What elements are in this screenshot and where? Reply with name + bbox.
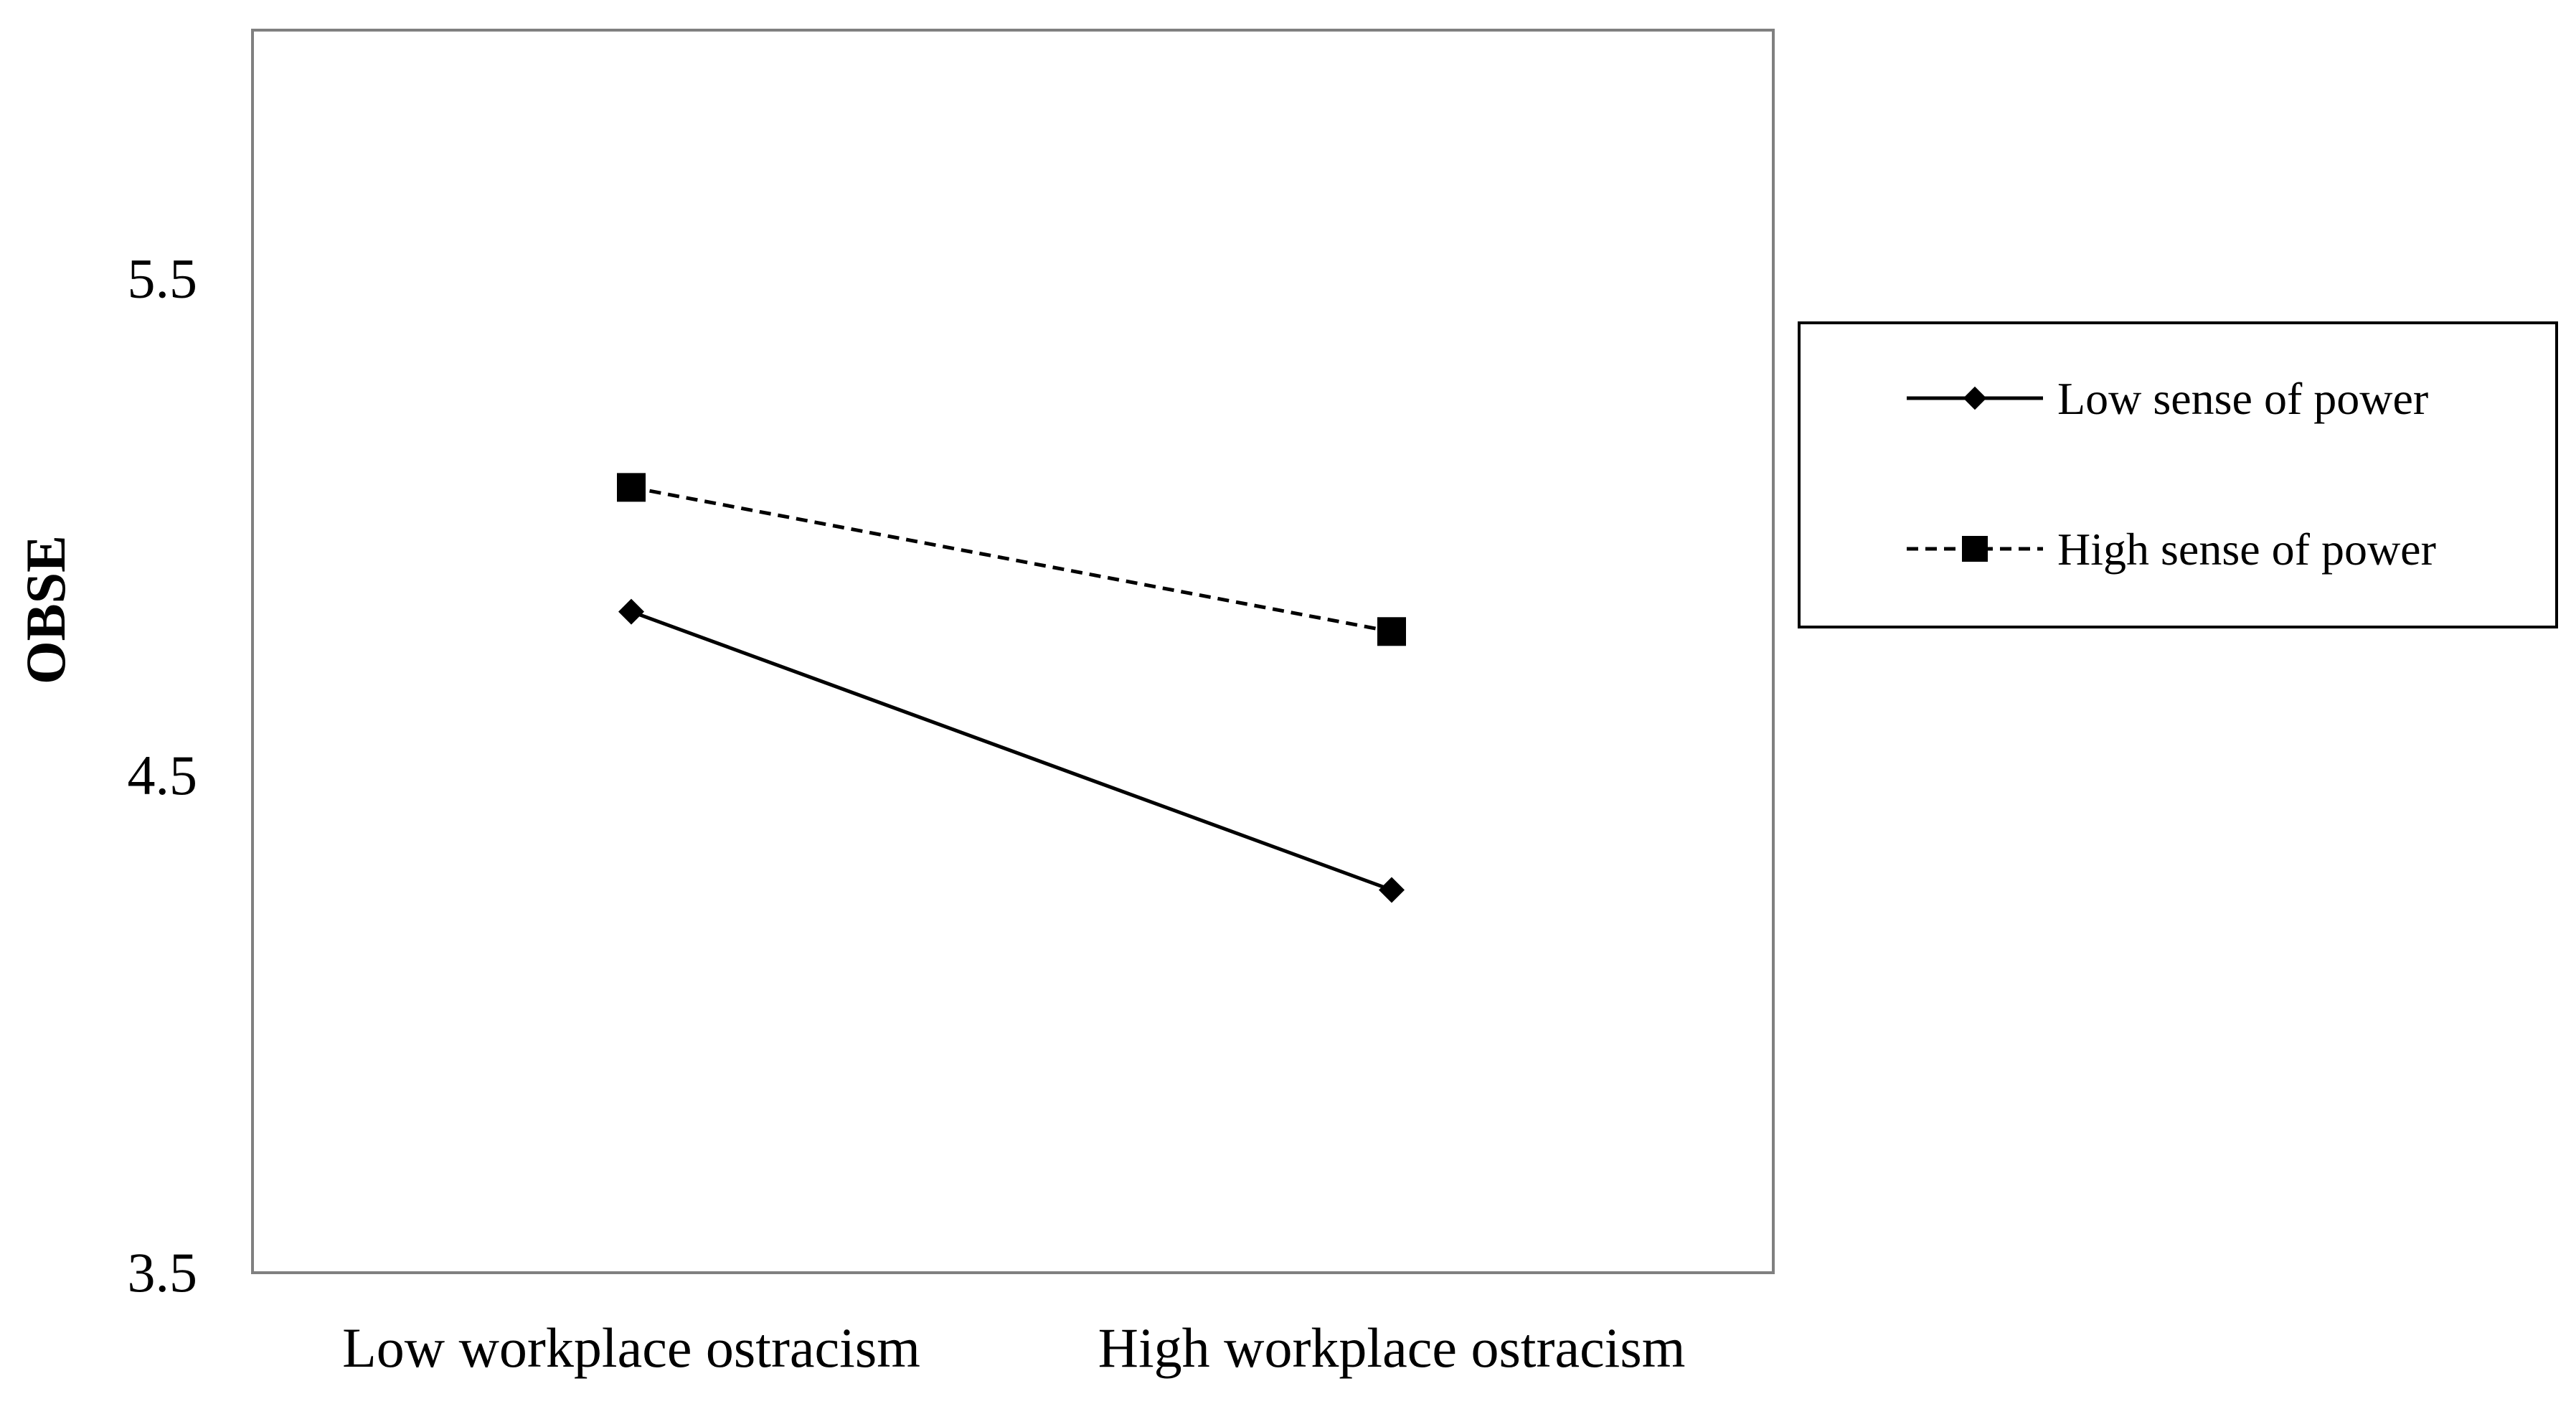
diamond-marker <box>1963 386 1987 410</box>
series-lines <box>617 473 1406 903</box>
data-point-series-1-0 <box>617 473 646 502</box>
series-line-0 <box>631 610 1392 892</box>
data-point-series-0-0 <box>618 598 644 625</box>
x-tick-labels: Low workplace ostracism High workplace os… <box>342 1316 1685 1379</box>
square-marker <box>1962 536 1988 562</box>
y-tick-label: 4.5 <box>128 744 198 806</box>
plot-area-frame <box>251 29 1775 1274</box>
legend-box <box>1798 321 2558 628</box>
y-tick-label: 3.5 <box>128 1241 198 1304</box>
series-line-1 <box>631 485 1392 633</box>
x-category-label: High workplace ostracism <box>1098 1316 1686 1379</box>
y-tick-label: 5.5 <box>128 247 198 309</box>
legend-entries: Low sense of power High sense of power <box>1907 373 2436 575</box>
legend: Low sense of power High sense of power <box>1798 321 2558 628</box>
x-category-label: Low workplace ostracism <box>342 1316 920 1379</box>
y-tick-labels: 3.5 4.5 5.5 <box>128 247 198 1304</box>
data-point-series-0-1 <box>1379 877 1405 903</box>
legend-label: High sense of power <box>2057 524 2436 575</box>
data-point-series-1-1 <box>1377 617 1406 646</box>
y-axis-title: OBSE <box>14 535 77 684</box>
legend-label: Low sense of power <box>2057 373 2428 424</box>
